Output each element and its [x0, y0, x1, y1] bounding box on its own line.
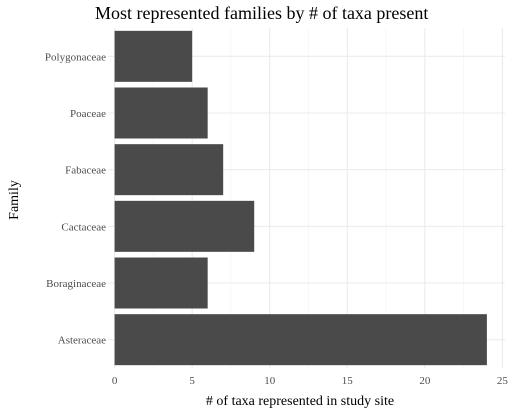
x-tick-label: 20	[419, 375, 431, 387]
bar-polygonaceae	[114, 30, 193, 82]
bars-layer	[114, 30, 487, 366]
y-tick-labels: Polygonaceae Poaceae Fabaceae Cactaceae Bora…	[45, 51, 106, 346]
y-tick-label: Poaceae	[70, 108, 106, 120]
bar-fabaceae	[114, 144, 224, 196]
chart-title: Most represented families by # of taxa p…	[95, 3, 428, 23]
y-tick-label: Asteraceae	[58, 335, 106, 347]
y-tick-label: Polygonaceae	[45, 51, 106, 63]
bar-cactaceae	[114, 200, 255, 252]
y-tick-label: Cactaceae	[61, 221, 106, 233]
y-tick-label: Boraginaceae	[46, 278, 106, 290]
y-axis-title: Family	[7, 180, 22, 220]
x-tick-label: 0	[112, 375, 118, 387]
x-tick-label: 25	[497, 375, 509, 387]
bar-poaceae	[114, 87, 208, 139]
x-tick-labels: 0 5 10 15 20 25	[112, 375, 509, 387]
y-tick-label: Fabaceae	[65, 165, 106, 177]
x-tick-label: 10	[264, 375, 276, 387]
x-tick-label: 5	[189, 375, 195, 387]
bar-asteraceae	[114, 314, 487, 366]
x-tick-label: 15	[342, 375, 354, 387]
bar-boraginaceae	[114, 257, 208, 309]
x-axis-title: # of taxa represented in study site	[206, 394, 394, 409]
